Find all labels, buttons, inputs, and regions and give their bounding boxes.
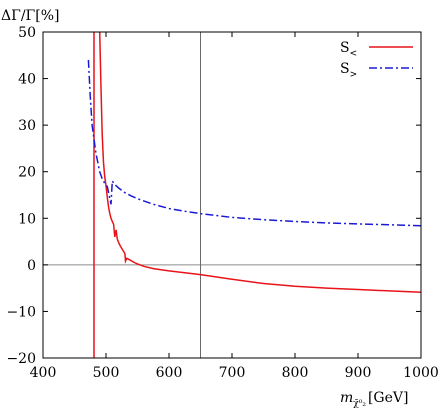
y-tick-label: 30 (18, 118, 36, 134)
y-tick-label: −10 (6, 304, 36, 320)
series-line-s-greater (87, 59, 421, 227)
x-tick-label: 800 (282, 365, 309, 381)
series-layer (87, 32, 421, 358)
axis-ticks (42, 31, 422, 359)
y-tick-label: 40 (18, 72, 36, 88)
x-axis-label-unit: [GeV] (368, 390, 409, 406)
y-tick-label: 20 (18, 165, 36, 181)
legend-label-s-less-main: S (340, 40, 350, 56)
x-tick-label: 1000 (403, 365, 439, 381)
legend-label-s-greater-sub: > (350, 70, 358, 80)
legend-label-s-greater: S> (340, 61, 357, 80)
x-axis-label-main: m (340, 390, 353, 406)
y-axis-label: ΔΓ/Γ[%] (1, 8, 59, 24)
legend-label-s-less-sub: < (350, 49, 358, 59)
x-tick-label: 400 (30, 365, 57, 381)
plot-frame (42, 31, 422, 359)
x-tick-label: 500 (93, 365, 120, 381)
y-tick-label: 10 (18, 211, 36, 227)
legend-label-s-greater-main: S (340, 61, 350, 77)
series-line-s-less (98, 32, 421, 294)
tick-labels: 400 500 600 700 800 900 1000 −20 −10 0 10 20 30 40 50 (6, 25, 438, 381)
y-tick-label: 0 (27, 258, 36, 274)
y-tick-label: 50 (18, 25, 36, 41)
x-axis-label: mχ̃⁰₂ [GeV] (340, 390, 408, 409)
y-tick-label: −20 (6, 351, 36, 367)
legend-label-s-less: S< (340, 40, 357, 59)
x-tick-label: 900 (345, 365, 372, 381)
reference-lines (43, 32, 421, 358)
x-tick-label: 700 (219, 365, 246, 381)
x-axis-label-subscript: χ̃⁰₂ (353, 398, 366, 409)
x-tick-label: 600 (156, 365, 183, 381)
legend: S< S> (340, 40, 413, 80)
